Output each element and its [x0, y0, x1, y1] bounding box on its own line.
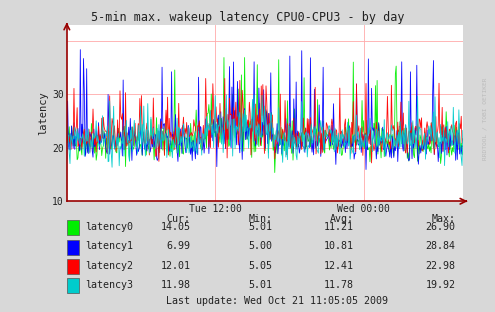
Text: 19.92: 19.92	[425, 280, 455, 290]
Text: 11.98: 11.98	[160, 280, 191, 290]
Text: 5.05: 5.05	[248, 261, 272, 271]
Text: 5.01: 5.01	[248, 280, 272, 290]
Text: latency3: latency3	[85, 280, 133, 290]
Text: 5.01: 5.01	[248, 222, 272, 232]
Text: RRDTOOL / TOBI OETIKER: RRDTOOL / TOBI OETIKER	[483, 77, 488, 160]
Text: latency0: latency0	[85, 222, 133, 232]
Text: 11.21: 11.21	[324, 222, 354, 232]
Text: 6.99: 6.99	[167, 241, 191, 251]
Text: Last update: Wed Oct 21 11:05:05 2009: Last update: Wed Oct 21 11:05:05 2009	[166, 296, 388, 306]
Text: 5.00: 5.00	[248, 241, 272, 251]
Text: Min:: Min:	[248, 214, 272, 224]
Text: 12.01: 12.01	[160, 261, 191, 271]
Text: Avg:: Avg:	[330, 214, 354, 224]
Text: 10.81: 10.81	[324, 241, 354, 251]
Text: 28.84: 28.84	[425, 241, 455, 251]
Text: 14.05: 14.05	[160, 222, 191, 232]
Y-axis label: latency: latency	[38, 91, 48, 135]
Text: 11.78: 11.78	[324, 280, 354, 290]
Text: Max:: Max:	[432, 214, 455, 224]
Text: latency1: latency1	[85, 241, 133, 251]
Text: 26.90: 26.90	[425, 222, 455, 232]
Text: 22.98: 22.98	[425, 261, 455, 271]
Text: latency2: latency2	[85, 261, 133, 271]
Text: Cur:: Cur:	[167, 214, 191, 224]
Text: 12.41: 12.41	[324, 261, 354, 271]
Text: 5-min max. wakeup latency CPU0-CPU3 - by day: 5-min max. wakeup latency CPU0-CPU3 - by…	[91, 11, 404, 24]
